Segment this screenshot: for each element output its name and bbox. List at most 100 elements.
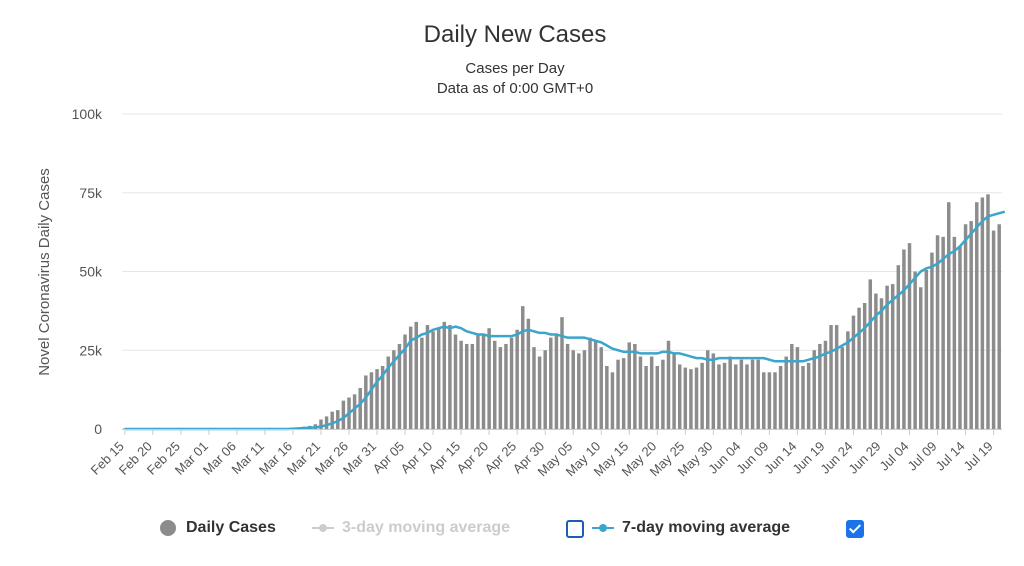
daily-cases-bar (627, 342, 631, 429)
daily-cases-bar (851, 315, 856, 429)
daily-cases-bar (554, 334, 559, 429)
daily-cases-bar (756, 359, 760, 429)
daily-cases-bar (638, 356, 643, 429)
daily-cases-bar (621, 358, 626, 429)
daily-cases-bar (504, 343, 508, 429)
daily-cases-bar (358, 388, 362, 429)
seven-day-average-line (124, 210, 1006, 431)
daily-cases-bar (459, 340, 463, 429)
daily-cases-bar (683, 367, 688, 429)
y-axis-title: Novel Coronavirus Daily Cases (36, 168, 53, 376)
daily-cases-bar (913, 271, 917, 429)
legend-item-daily-cases[interactable]: Daily Cases (160, 514, 276, 542)
daily-cases-bar (593, 340, 598, 429)
toggle-7-day-checkbox[interactable] (846, 520, 864, 538)
daily-cases-bar (319, 419, 323, 429)
daily-cases-bar (868, 279, 873, 429)
daily-cases-bar (476, 334, 480, 429)
daily-cases-bar (700, 362, 704, 429)
daily-cases-bar (532, 347, 536, 429)
daily-cases-bar (431, 331, 435, 429)
daily-cases-bar (846, 331, 850, 429)
daily-cases-bar (392, 350, 396, 429)
moving-average-line-layer (124, 210, 1006, 431)
legend: Daily Cases 3-day moving average 7-day m… (0, 514, 1024, 542)
daily-cases-bar (862, 303, 867, 429)
daily-cases-bar (352, 394, 357, 429)
daily-cases-bar (661, 359, 665, 429)
daily-cases-bar (890, 284, 895, 429)
daily-cases-bar (453, 334, 458, 429)
daily-cases-bar (442, 321, 447, 429)
daily-cases-bar (414, 321, 419, 429)
daily-cases-bar (610, 372, 615, 429)
daily-cases-bar (784, 356, 788, 429)
y-tick-label: 0 (94, 421, 102, 437)
daily-cases-bar (834, 325, 839, 429)
daily-cases-bar (975, 202, 979, 429)
daily-cases-bar (717, 364, 721, 429)
daily-cases-bars (123, 194, 1001, 429)
daily-cases-bar (565, 343, 570, 429)
daily-cases-bar (616, 359, 620, 429)
daily-cases-bar (330, 411, 334, 429)
daily-cases-bar (649, 356, 654, 429)
x-tick-label: Jul 04 (876, 439, 911, 474)
daily-cases-bar (935, 235, 940, 429)
daily-cases-bar (464, 343, 469, 429)
toggle-3-day-checkbox[interactable] (566, 520, 584, 538)
daily-cases-bar (633, 343, 637, 429)
daily-cases-bar (470, 343, 475, 429)
daily-cases-bar (509, 337, 514, 429)
daily-cases-bar (790, 343, 794, 429)
daily-cases-bar (947, 202, 951, 429)
daily-cases-bar (599, 347, 603, 429)
daily-cases-bar (818, 343, 822, 429)
legend-item-3-day-moving-average[interactable]: 3-day moving average (312, 514, 510, 542)
daily-cases-bar (958, 246, 962, 429)
daily-cases-bar (773, 372, 777, 429)
daily-cases-bar (902, 249, 906, 429)
x-tick-label: Jul 09 (905, 439, 940, 474)
daily-cases-bar (655, 366, 660, 429)
daily-cases-bar (324, 416, 329, 429)
daily-cases-bar (375, 369, 379, 429)
daily-cases-bar (924, 269, 929, 429)
daily-cases-bar (694, 367, 699, 429)
daily-cases-bar (386, 356, 390, 429)
chart-title: Daily New Cases (424, 21, 607, 48)
daily-cases-bar (739, 359, 744, 429)
daily-cases-bar (571, 350, 575, 429)
daily-cases-bar (997, 224, 1001, 429)
daily-cases-bar (341, 400, 346, 429)
daily-cases-bar (952, 236, 957, 429)
daily-cases-bar (711, 353, 716, 429)
daily-cases-bar (986, 194, 990, 429)
daily-cases-bar (689, 369, 693, 429)
x-tick-label: Jun 29 (845, 439, 883, 477)
daily-cases-bar (521, 306, 525, 429)
legend-marker-daily-cases (160, 520, 176, 536)
daily-cases-bar (918, 287, 923, 429)
daily-cases-bar (806, 362, 811, 429)
daily-cases-bar (498, 347, 503, 429)
daily-cases-bar (543, 350, 547, 429)
daily-cases-bar (896, 265, 901, 429)
y-axis-ticks: 0 25k 50k 75k 100k (72, 106, 103, 437)
daily-cases-bar (941, 236, 945, 429)
legend-marker-3-day (312, 520, 334, 536)
daily-cases-bar (722, 362, 727, 429)
legend-label-3-day-moving-average: 3-day moving average (342, 519, 511, 536)
legend-marker-7-day (592, 520, 614, 536)
daily-cases-bar (588, 337, 592, 429)
daily-cases-bar (734, 364, 738, 429)
daily-cases-bar (705, 350, 710, 429)
y-tick-label: 25k (79, 342, 103, 358)
legend-item-7-day-moving-average[interactable]: 7-day moving average (592, 514, 790, 542)
daily-cases-bar (666, 340, 671, 429)
daily-cases-bar (991, 230, 996, 429)
daily-cases-bar (812, 350, 816, 429)
daily-cases-bar (605, 366, 609, 429)
